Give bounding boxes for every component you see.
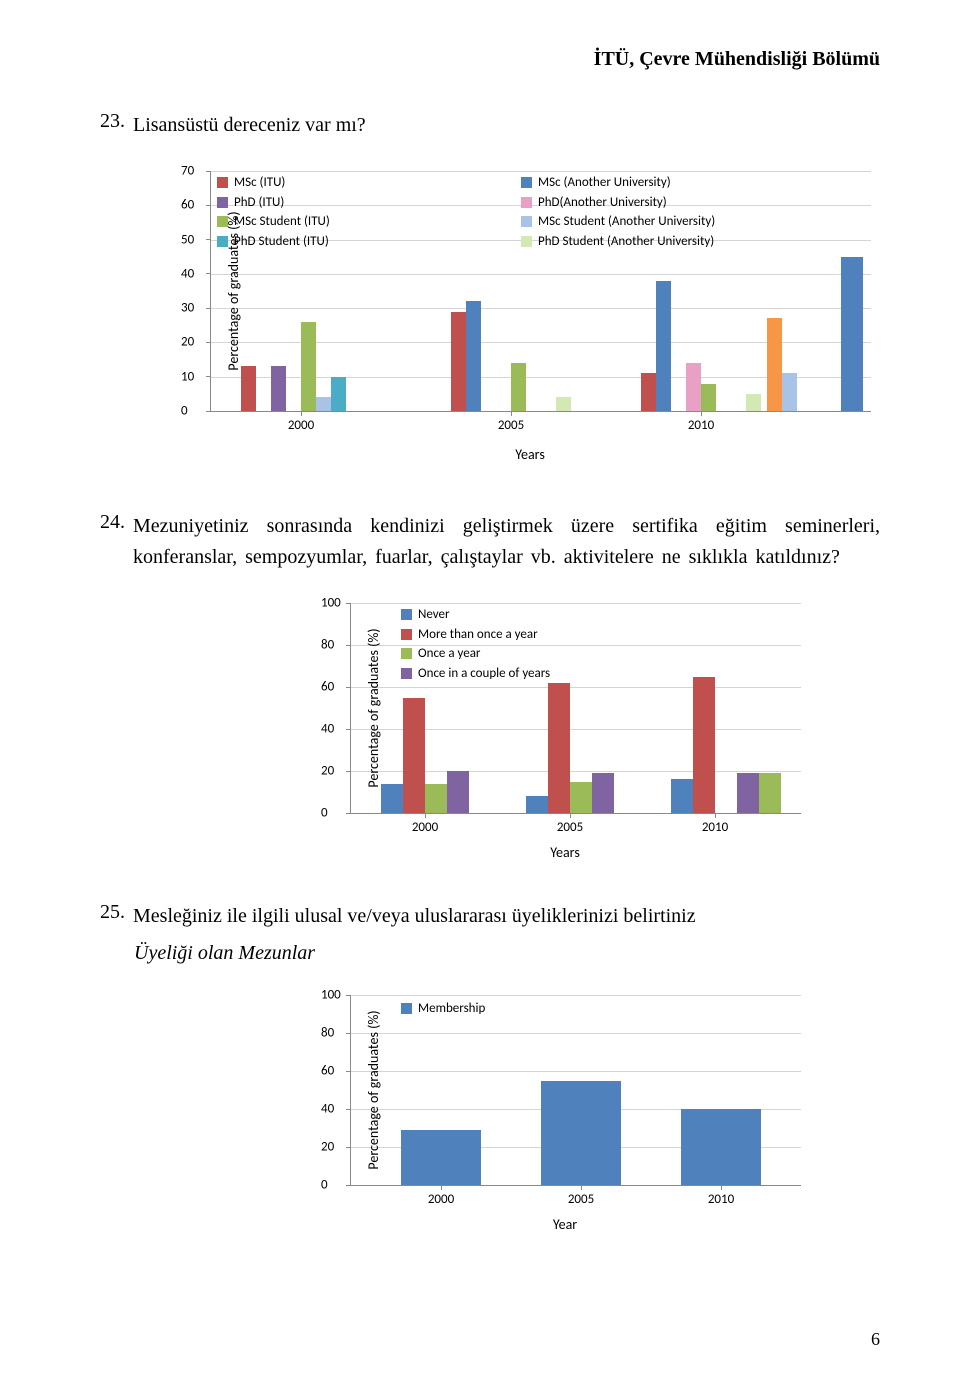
chart3-ylabel: Percentage of graduates (%) — [365, 1010, 382, 1169]
chart2-xlabel: Years — [300, 844, 830, 861]
q25-subtitle: Üyeliği olan Mezunlar — [134, 942, 880, 965]
chart3-xlabel: Year — [300, 1216, 830, 1233]
q23-text: Lisansüstü dereceniz var mı? — [133, 110, 366, 141]
q25-text: Mesleğiniz ile ilgili ulusal ve/veya ulu… — [133, 901, 696, 932]
chart-q23: 010203040506070200020052010MSc (ITU)PhD … — [160, 161, 900, 481]
chart1-ylabel: Percentage of graduates (%) — [225, 211, 242, 370]
q24-text: Mezuniyetiniz sonrasında kendinizi geliş… — [133, 511, 880, 573]
q24-number: 24. — [100, 511, 125, 534]
chart-q24: 020406080100200020052010NeverMore than o… — [300, 593, 830, 873]
page-number: 6 — [871, 1329, 880, 1350]
chart2-ylabel: Percentage of graduates (%) — [365, 628, 382, 787]
chart-q25: 020406080100200020052010Membership Perce… — [300, 985, 830, 1245]
page-header: İTÜ, Çevre Mühendisliği Bölümü — [594, 48, 880, 71]
q25-number: 25. — [100, 901, 125, 932]
q23-number: 23. — [100, 110, 125, 141]
chart1-xlabel: Years — [160, 446, 900, 463]
